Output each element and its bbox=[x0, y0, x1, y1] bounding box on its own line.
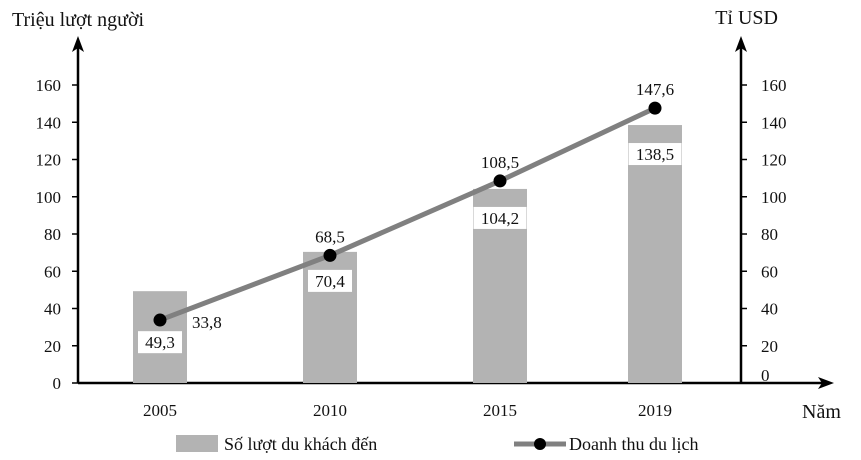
legend: Số lượt du khách đến Doanh thu du lịch bbox=[176, 434, 698, 454]
line-value-label: 147,6 bbox=[636, 80, 674, 99]
right-y-axis-arrow bbox=[735, 36, 747, 52]
bar-value-box bbox=[473, 206, 527, 229]
line-marker bbox=[648, 101, 662, 115]
x-tick-labels: 2005 2010 2015 2019 bbox=[143, 401, 672, 420]
right-tick-label: 120 bbox=[761, 151, 787, 170]
right-tick-label: 140 bbox=[761, 113, 787, 132]
bar-series: 49,3 70,4 104,2 138,5 bbox=[133, 125, 682, 383]
right-tick-label: 20 bbox=[761, 337, 778, 356]
bar-value-label: 104,2 bbox=[481, 209, 519, 228]
right-tick-label: 160 bbox=[761, 76, 787, 95]
left-tick-label: 20 bbox=[44, 337, 61, 356]
legend-line-marker bbox=[534, 438, 546, 450]
x-tick-label: 2019 bbox=[638, 401, 672, 420]
right-tick-label: 100 bbox=[761, 188, 787, 207]
x-tick-label: 2005 bbox=[143, 401, 177, 420]
bar-value-box bbox=[628, 143, 682, 166]
line-value-label: 68,5 bbox=[315, 227, 345, 246]
bar-value-label: 70,4 bbox=[315, 272, 345, 291]
left-tick-label: 80 bbox=[44, 225, 61, 244]
left-y-axis-arrow bbox=[72, 36, 84, 52]
line-value-label: 108,5 bbox=[481, 153, 519, 172]
left-tick-label: 120 bbox=[36, 151, 62, 170]
legend-bar-swatch bbox=[176, 435, 218, 452]
line-marker bbox=[323, 248, 337, 262]
right-tick-label: 60 bbox=[761, 262, 778, 281]
line-series: 33,8 68,5 108,5 147,6 bbox=[153, 80, 674, 332]
x-axis-arrow bbox=[818, 377, 834, 389]
line-path bbox=[159, 105, 657, 323]
left-axis-title: Triệu lượt người bbox=[12, 9, 145, 31]
right-axis-title: Tỉ USD bbox=[715, 7, 778, 29]
x-axis-title: Năm bbox=[802, 401, 841, 423]
legend-bar-label: Số lượt du khách đến bbox=[224, 434, 377, 454]
legend-line-label: Doanh thu du lịch bbox=[569, 434, 698, 454]
left-tick-label: 160 bbox=[36, 76, 62, 95]
left-tick-label: 0 bbox=[53, 374, 62, 393]
right-y-ticks: 0 20 40 60 80 100 120 140 160 bbox=[741, 76, 787, 385]
left-tick-label: 40 bbox=[44, 300, 61, 319]
line-marker bbox=[493, 174, 507, 188]
right-tick-label: 40 bbox=[761, 300, 778, 319]
left-tick-label: 140 bbox=[36, 113, 62, 132]
left-y-ticks: 0 20 40 60 80 100 120 140 160 bbox=[36, 76, 78, 393]
left-tick-label: 60 bbox=[44, 262, 61, 281]
x-tick-label: 2015 bbox=[483, 401, 517, 420]
bar-value-label: 138,5 bbox=[636, 145, 674, 164]
line-value-label: 33,8 bbox=[192, 313, 222, 332]
right-tick-label: 0 bbox=[761, 366, 770, 385]
right-tick-label: 80 bbox=[761, 225, 778, 244]
line-marker bbox=[153, 313, 167, 327]
bar bbox=[628, 125, 682, 383]
bar-value-box bbox=[138, 331, 182, 354]
left-tick-label: 100 bbox=[36, 188, 62, 207]
bar-value-box bbox=[308, 269, 352, 292]
bar-value-label: 49,3 bbox=[145, 333, 175, 352]
x-tick-label: 2010 bbox=[313, 401, 347, 420]
